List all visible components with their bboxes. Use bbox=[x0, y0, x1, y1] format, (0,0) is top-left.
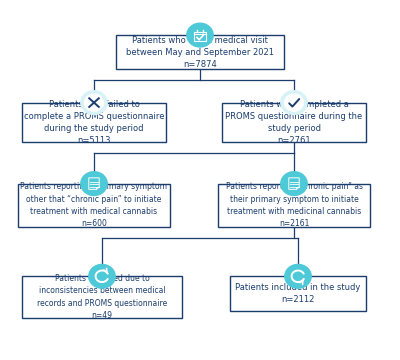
FancyBboxPatch shape bbox=[22, 276, 182, 318]
Circle shape bbox=[187, 23, 213, 47]
Circle shape bbox=[284, 94, 304, 111]
Text: Patients reporting “chronic pain” as
their primary symptom to initiate
treatment: Patients reporting “chronic pain” as the… bbox=[226, 183, 362, 228]
Text: Patients who completed a
PROMS questionnaire during the
study period
n=2761: Patients who completed a PROMS questionn… bbox=[225, 100, 363, 145]
Text: Patients reporting a primary symptom
other that “chronic pain” to initiate
treat: Patients reporting a primary symptom oth… bbox=[20, 183, 168, 228]
FancyBboxPatch shape bbox=[18, 184, 170, 227]
Circle shape bbox=[281, 172, 307, 195]
Text: Patients who failed to
complete a PROMS questionnaire
during the study period
n=: Patients who failed to complete a PROMS … bbox=[24, 100, 164, 145]
Text: Patients who had a medical visit
between May and September 2021
n=7874: Patients who had a medical visit between… bbox=[126, 36, 274, 69]
FancyBboxPatch shape bbox=[22, 103, 166, 142]
FancyBboxPatch shape bbox=[222, 103, 366, 142]
Text: Patients excluded due to
inconsistencies between medical
records and PROMS quest: Patients excluded due to inconsistencies… bbox=[37, 274, 167, 320]
Text: Patients included in the study
n=2112: Patients included in the study n=2112 bbox=[235, 283, 361, 304]
FancyBboxPatch shape bbox=[230, 276, 366, 310]
Circle shape bbox=[81, 91, 107, 114]
Circle shape bbox=[281, 91, 307, 114]
FancyBboxPatch shape bbox=[218, 184, 370, 227]
FancyBboxPatch shape bbox=[116, 35, 284, 69]
Circle shape bbox=[84, 94, 104, 111]
Circle shape bbox=[81, 172, 107, 195]
Circle shape bbox=[89, 264, 115, 288]
Circle shape bbox=[285, 264, 311, 288]
